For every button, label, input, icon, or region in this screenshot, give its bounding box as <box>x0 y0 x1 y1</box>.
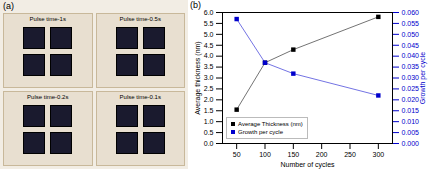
svg-text:0.050: 0.050 <box>402 31 420 38</box>
svg-text:2.5: 2.5 <box>204 85 214 92</box>
svg-text:300: 300 <box>372 151 384 158</box>
html-text:Pulse time-0.1s: Pulse time-0.1s <box>119 94 161 100</box>
svg-text:1.5: 1.5 <box>204 107 214 114</box>
svg-text:0.035: 0.035 <box>402 63 420 70</box>
svg-text:Growth per cycle: Growth per cycle <box>419 52 427 105</box>
svg-text:5.5: 5.5 <box>204 20 214 27</box>
svg-text:0.060: 0.060 <box>402 9 420 16</box>
svg-text:1.0: 1.0 <box>204 118 214 125</box>
svg-text:50: 50 <box>233 151 241 158</box>
svg-text:Number of cycles: Number of cycles <box>280 161 335 169</box>
svg-text:0.055: 0.055 <box>402 20 420 27</box>
svg-text:4.0: 4.0 <box>204 52 214 59</box>
svg-text:0.015: 0.015 <box>402 107 420 114</box>
html-text:Average Thickness (nm): Average Thickness (nm) <box>238 121 303 127</box>
svg-text:0.000: 0.000 <box>402 140 420 147</box>
svg-text:5.0: 5.0 <box>204 31 214 38</box>
html-text:(b): (b) <box>190 0 201 10</box>
svg-text:0.020: 0.020 <box>402 96 420 103</box>
svg-text:0.040: 0.040 <box>402 52 420 59</box>
html-text:Pulse time-0.5s: Pulse time-0.5s <box>119 16 161 22</box>
svg-text:0.045: 0.045 <box>402 41 420 48</box>
html-text:(a): (a) <box>3 1 14 11</box>
svg-text:2.0: 2.0 <box>204 96 214 103</box>
svg-text:0.010: 0.010 <box>402 118 420 125</box>
svg-text:0.005: 0.005 <box>402 129 420 136</box>
svg-text:250: 250 <box>344 151 356 158</box>
svg-text:200: 200 <box>316 151 328 158</box>
svg-text:0.030: 0.030 <box>402 74 420 81</box>
svg-text:0.0: 0.0 <box>204 140 214 147</box>
html-text:Growth per cycle: Growth per cycle <box>238 129 283 135</box>
svg-text:Average thickness (nm): Average thickness (nm) <box>194 41 202 114</box>
svg-text:150: 150 <box>287 151 299 158</box>
html-text:Pulse time-0.2s: Pulse time-0.2s <box>27 94 69 100</box>
svg-text:3.5: 3.5 <box>204 63 214 70</box>
svg-text:0.5: 0.5 <box>204 129 214 136</box>
svg-text:0.025: 0.025 <box>402 85 420 92</box>
svg-text:100: 100 <box>259 151 271 158</box>
svg-text:4.5: 4.5 <box>204 41 214 48</box>
html-text:Pulse time-1s: Pulse time-1s <box>29 16 66 22</box>
svg-text:6.0: 6.0 <box>204 9 214 16</box>
svg-text:3.0: 3.0 <box>204 74 214 81</box>
